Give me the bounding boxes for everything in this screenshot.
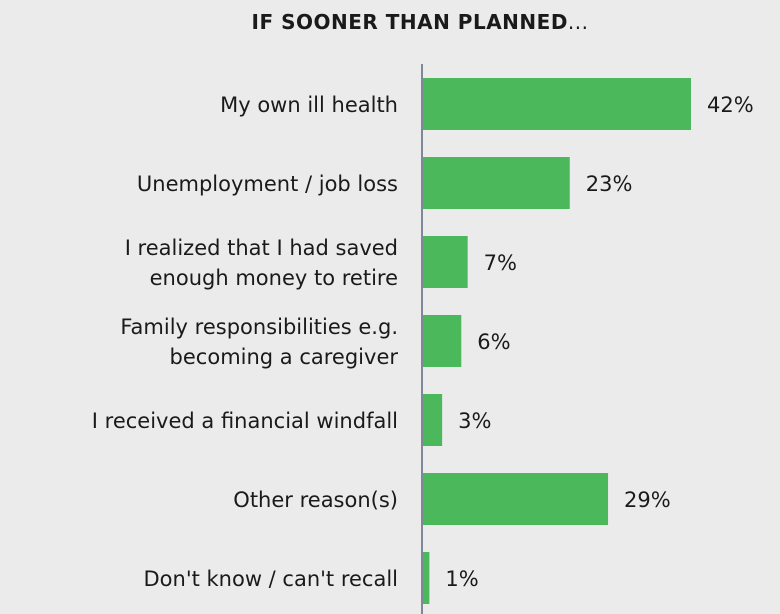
- bars-layer: 42% My own ill health 23% Unemployment / jo…: [92, 78, 754, 604]
- category-label-line: I realized that I had saved: [125, 236, 398, 260]
- category-label-line: becoming a caregiver: [170, 345, 399, 369]
- category-label: Unemployment / job loss: [137, 172, 398, 196]
- bar: [423, 473, 609, 525]
- category-label: My own ill health: [220, 93, 398, 117]
- bar: [423, 552, 430, 604]
- bar: [423, 394, 443, 446]
- bar: [423, 315, 462, 367]
- bar: [423, 78, 691, 130]
- category-label-line: Don't know / can't recall: [143, 567, 398, 591]
- chart-title-main: IF SOONER THAN PLANNED: [251, 10, 568, 34]
- category-label: Family responsibilities e.g. becoming a c…: [120, 315, 398, 369]
- category-label-line: My own ill health: [220, 93, 398, 117]
- category-label-line: I received a financial windfall: [92, 409, 398, 433]
- bar: [423, 157, 570, 209]
- bar: [423, 236, 468, 288]
- category-label: I realized that I had saved enough money …: [125, 236, 398, 290]
- data-label: 29%: [624, 488, 671, 512]
- data-label: 1%: [445, 567, 478, 591]
- data-label: 6%: [477, 330, 510, 354]
- chart-title-ellipsis: ...: [567, 10, 589, 34]
- category-label-line: Unemployment / job loss: [137, 172, 398, 196]
- category-label-line: enough money to retire: [150, 266, 398, 290]
- data-label: 23%: [586, 172, 633, 196]
- data-label: 42%: [707, 93, 754, 117]
- category-label-line: Other reason(s): [233, 488, 398, 512]
- data-label: 7%: [484, 251, 517, 275]
- chart-title: IF SOONER THAN PLANNED...: [0, 10, 780, 34]
- category-label: I received a financial windfall: [92, 409, 398, 433]
- data-label: 3%: [458, 409, 491, 433]
- category-label: Don't know / can't recall: [143, 567, 398, 591]
- category-label-line: Family responsibilities e.g.: [120, 315, 398, 339]
- category-label: Other reason(s): [233, 488, 398, 512]
